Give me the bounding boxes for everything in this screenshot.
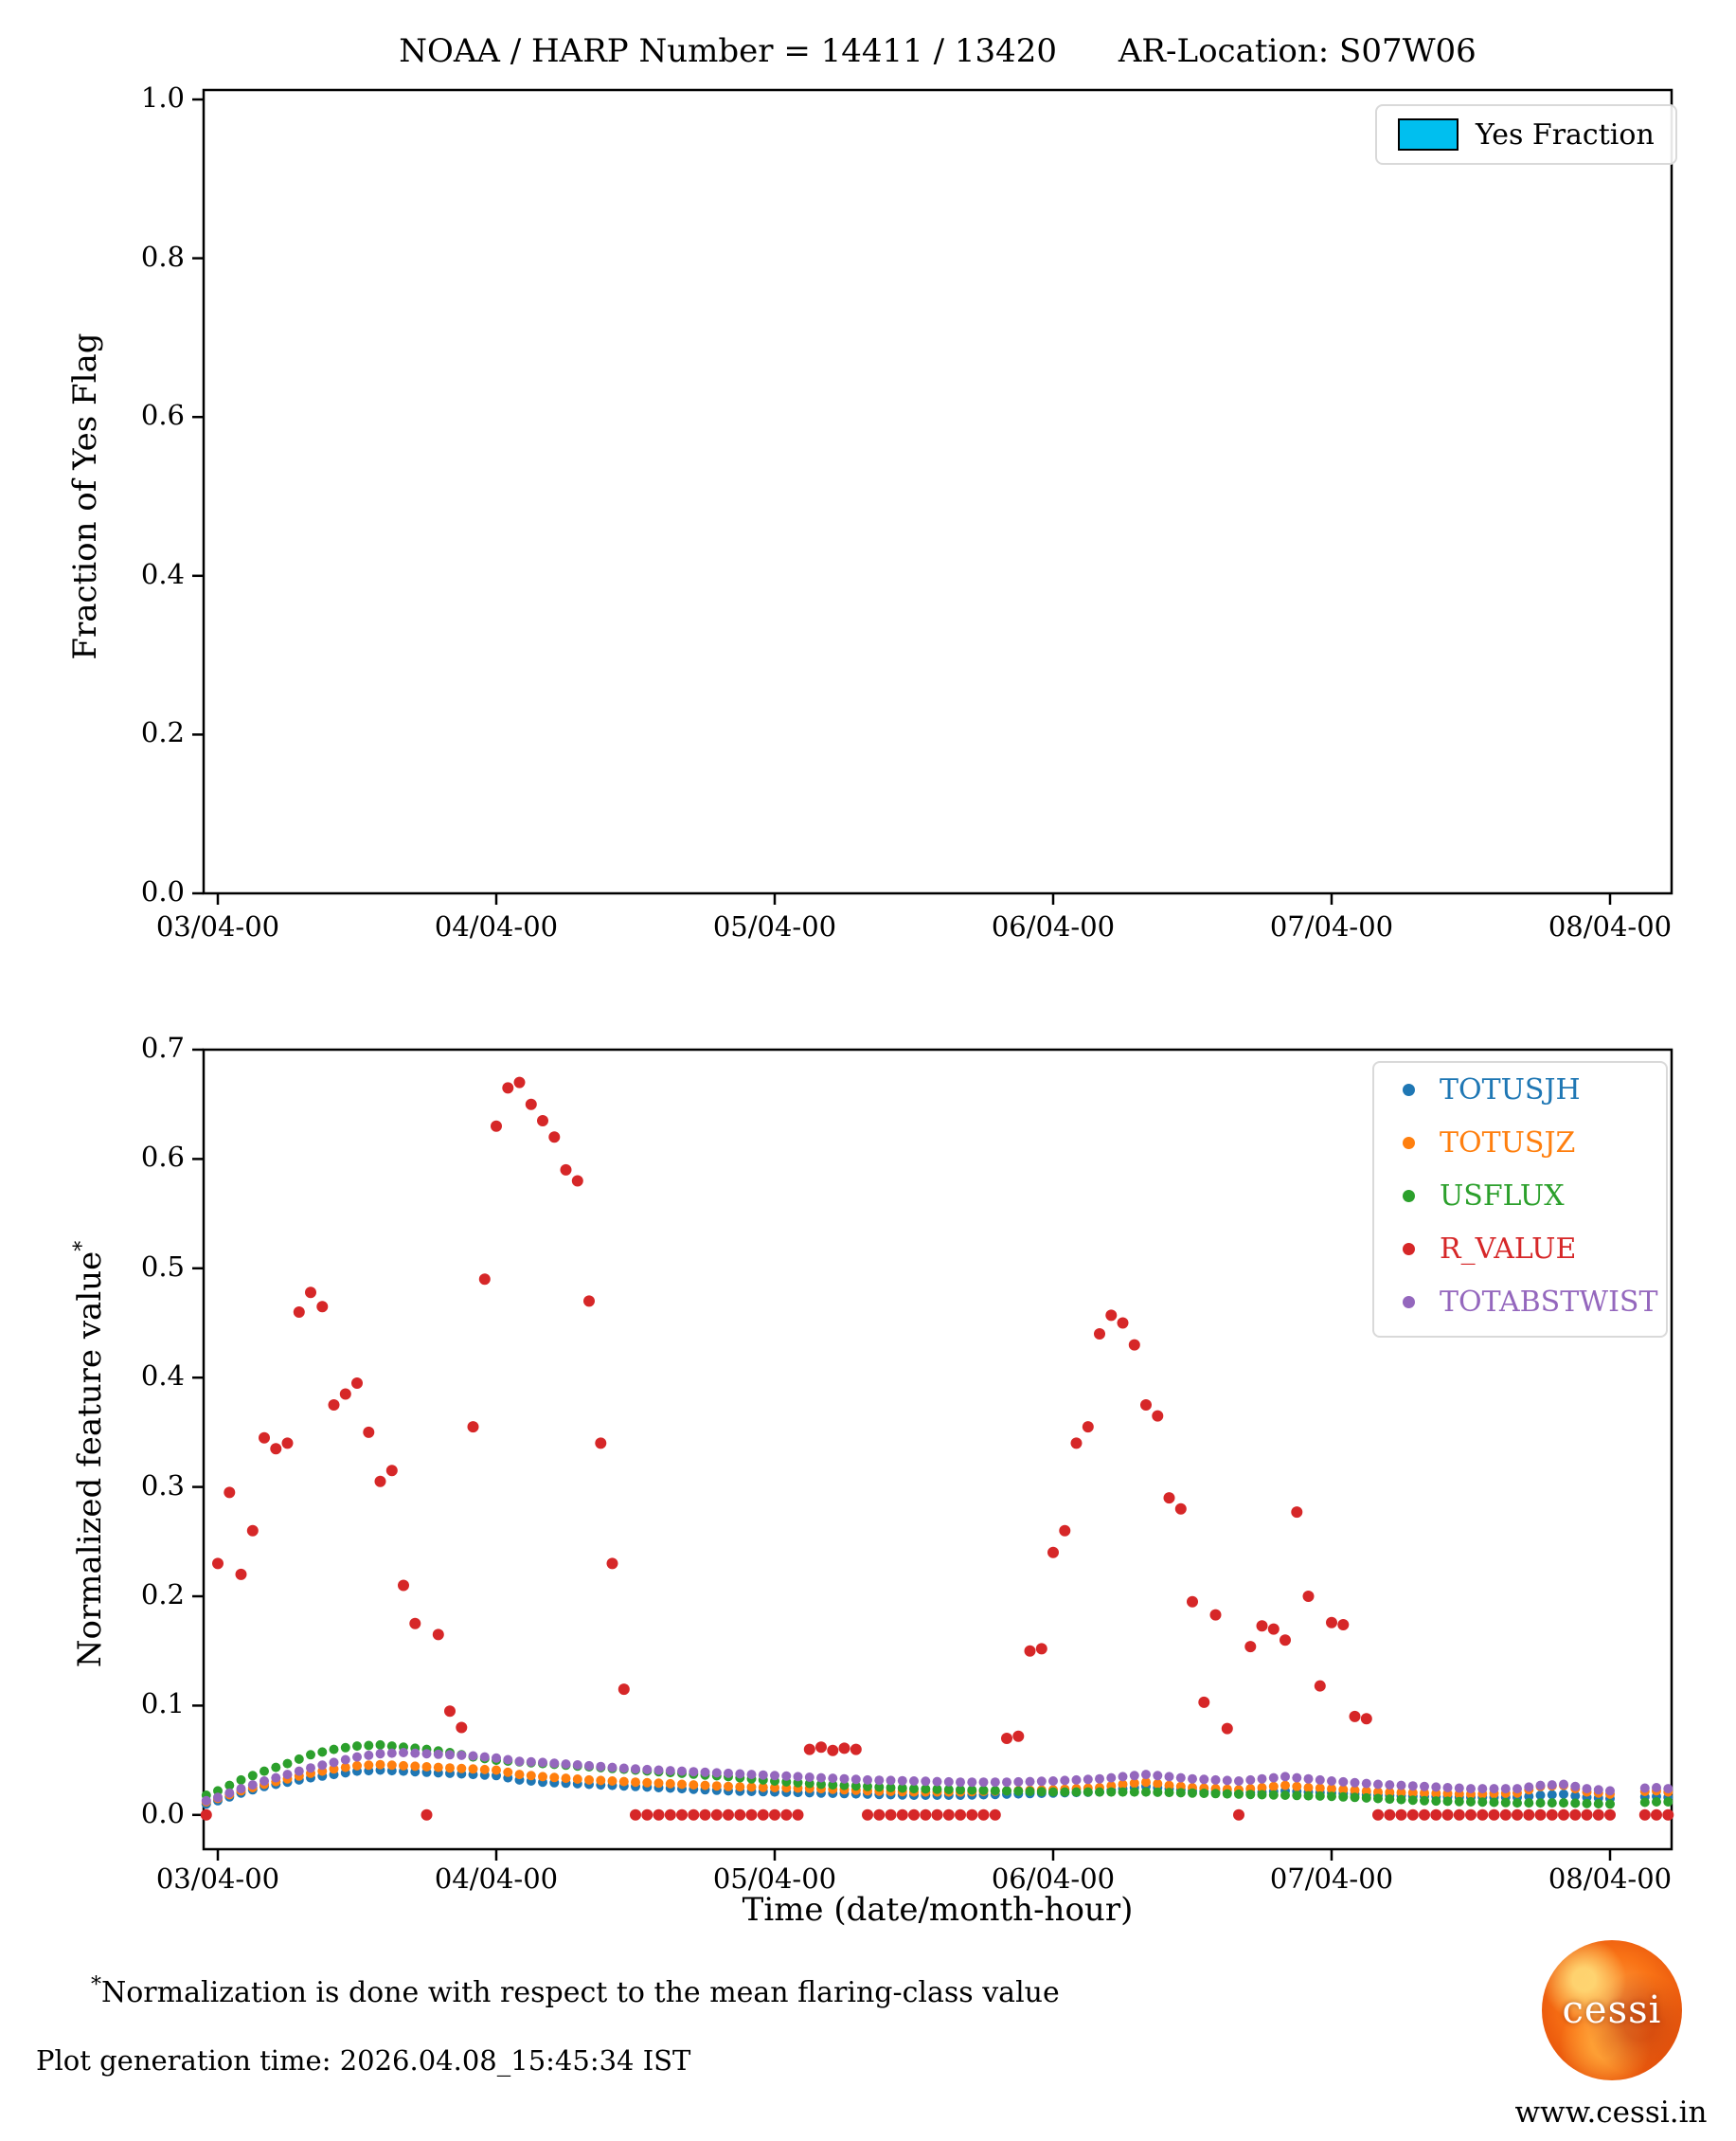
legend-entry-totusjh: TOTUSJH: [1374, 1063, 1666, 1116]
legend-entry-label: TOTUSJH: [1440, 1072, 1581, 1106]
top-x-tick-label: 08/04-00: [1548, 910, 1673, 943]
legend-marker-icon: [1403, 1083, 1415, 1096]
footnote-asterisk: *: [91, 1973, 101, 1997]
footnote-text: Normalization is done with respect to th…: [101, 1976, 1060, 2009]
top-x-tick-label: 04/04-00: [434, 910, 559, 943]
series-totabstwist: [201, 1748, 1673, 1806]
top-x-tick-label: 05/04-00: [712, 910, 837, 943]
top-y-tick-label: 1.0: [140, 81, 185, 114]
yes-fraction-legend-swatch: [1398, 118, 1459, 151]
bottom-y-tick-label: 0.4: [140, 1359, 185, 1393]
footnote: *Normalization is done with respect to t…: [91, 1973, 1060, 2010]
legend-entry-label: USFLUX: [1440, 1178, 1565, 1213]
bottom-legend: TOTUSJH TOTUSJZ USFLUX R_VALUE TOTABSTWIST: [1372, 1061, 1668, 1338]
bottom-chart-scatter-points: [200, 1076, 1674, 1821]
bottom-x-axis-label: Time (date/month-hour): [742, 1891, 1134, 1929]
plot-generation-time: Plot generation time: 2026.04.08_15:45:3…: [36, 2044, 691, 2077]
bottom-y-tick-label: 0.6: [140, 1141, 185, 1174]
legend-entry-totusjz: TOTUSJZ: [1374, 1116, 1666, 1169]
top-y-tick-label: 0.0: [140, 875, 185, 908]
legend-marker-icon: [1403, 1136, 1415, 1149]
yes-fraction-legend-label: Yes Fraction: [1476, 117, 1655, 152]
legend-marker-icon: [1403, 1242, 1415, 1255]
bottom-x-tick-label: 06/04-00: [991, 1862, 1116, 1895]
bottom-y-axis-label-asterisk: *: [70, 1240, 95, 1251]
bottom-x-tick-label: 07/04-00: [1269, 1862, 1394, 1895]
top-legend: Yes Fraction: [1375, 104, 1677, 165]
bottom-y-tick-label: 0.1: [140, 1687, 185, 1720]
bottom-y-tick-label: 0.2: [140, 1578, 185, 1610]
top-x-tick-label: 06/04-00: [991, 910, 1116, 943]
top-y-tick-label: 0.2: [140, 716, 185, 749]
legend-marker-icon: [1403, 1295, 1415, 1308]
legend-entry-totabstwist: TOTABSTWIST: [1374, 1275, 1666, 1328]
top-x-tick-label: 07/04-00: [1269, 910, 1394, 943]
legend-entry-label: TOTABSTWIST: [1440, 1285, 1658, 1319]
bottom-y-axis-label-text: Normalized feature value: [71, 1250, 109, 1668]
bottom-y-tick-label: 0.0: [140, 1796, 185, 1829]
bottom-x-tick-label: 05/04-00: [712, 1862, 837, 1895]
bottom-chart-axes: [192, 1048, 1673, 1861]
cessi-logo-text: cessi: [1562, 1988, 1662, 2032]
bottom-y-tick-label: 0.3: [140, 1468, 185, 1502]
legend-entry-label: TOTUSJZ: [1440, 1125, 1576, 1160]
legend-marker-icon: [1403, 1189, 1415, 1202]
bottom-y-axis-label: Normalized feature value*: [71, 1236, 109, 1672]
bottom-y-tick-label: 0.7: [140, 1032, 185, 1064]
top-y-tick-label: 0.8: [140, 240, 185, 273]
legend-entry-usflux: USFLUX: [1374, 1169, 1666, 1222]
cessi-sun-logo: cessi: [1542, 1940, 1682, 2080]
legend-entry-label: R_VALUE: [1440, 1232, 1577, 1266]
bottom-x-tick-label: 03/04-00: [155, 1862, 280, 1895]
bottom-x-tick-label: 08/04-00: [1548, 1862, 1673, 1895]
legend-entry-r_value: R_VALUE: [1374, 1222, 1666, 1275]
top-chart-axes: [192, 88, 1673, 905]
top-x-tick-label: 03/04-00: [155, 910, 280, 943]
bottom-y-tick-label: 0.5: [140, 1250, 185, 1283]
top-y-axis-label: Fraction of Yes Flag: [66, 333, 104, 660]
top-y-tick-label: 0.4: [140, 557, 185, 590]
figure-title: NOAA / HARP Number = 14411 / 13420 AR-Lo…: [399, 32, 1476, 70]
bottom-x-tick-label: 04/04-00: [434, 1862, 559, 1895]
series-r_value: [200, 1076, 1674, 1821]
top-y-tick-label: 0.6: [140, 399, 185, 432]
cessi-website-url: www.cessi.in: [1514, 2096, 1708, 2130]
